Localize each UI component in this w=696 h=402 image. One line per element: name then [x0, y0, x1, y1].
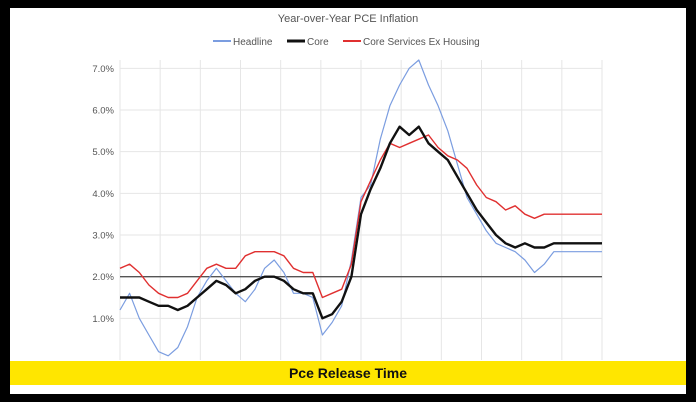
core-line — [120, 125, 602, 320]
legend-label-core-services-ex-housing: Core Services Ex Housing — [363, 37, 480, 48]
y-axis-ticks: 7.0% 6.0% 5.0% 4.0% 3.0% 2.0% 1.0% — [92, 64, 114, 325]
y-tick-label: 5.0% — [92, 147, 114, 158]
banner-text: Pce Release Time — [288, 365, 408, 381]
y-tick-label: 4.0% — [92, 189, 114, 200]
core-services-ex-housing-line — [119, 134, 602, 299]
legend-label-core: Core — [307, 37, 329, 48]
pce-inflation-chart: Year-over-Year PCE Inflation Headline Co… — [92, 13, 603, 360]
y-tick-label: 2.0% — [92, 272, 114, 283]
y-tick-label: 6.0% — [92, 106, 114, 117]
gridlines — [119, 60, 603, 360]
y-tick-label: 1.0% — [92, 314, 114, 325]
legend-label-headline: Headline — [233, 37, 273, 48]
series-lines — [119, 59, 602, 357]
chart-title: Year-over-Year PCE Inflation — [278, 13, 418, 25]
legend: Headline Core Core Services Ex Housing — [213, 37, 480, 48]
headline-line — [119, 59, 602, 357]
y-tick-label: 7.0% — [92, 64, 114, 75]
chart-frame: Year-over-Year PCE Inflation Headline Co… — [10, 8, 686, 394]
release-time-banner: Pce Release Time — [10, 361, 686, 385]
y-tick-label: 3.0% — [92, 231, 114, 242]
